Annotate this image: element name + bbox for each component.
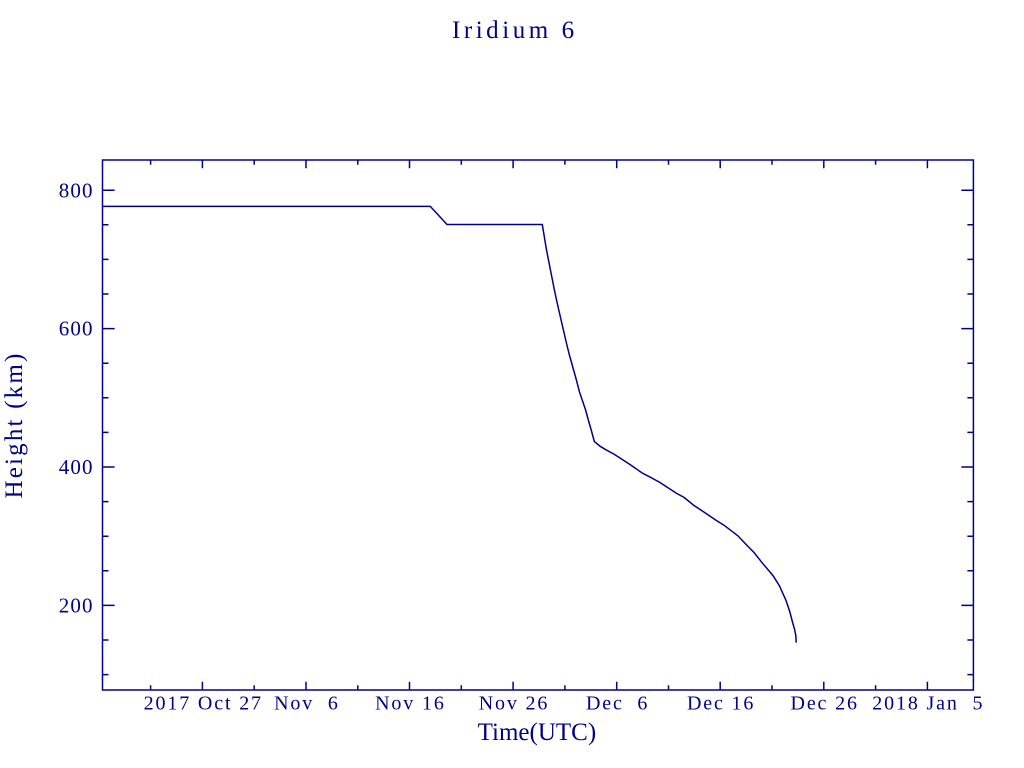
svg-text:400: 400 [59,455,94,479]
svg-text:Nov 6: Nov 6 [274,693,340,715]
svg-text:Dec 6: Dec 6 [586,693,649,715]
svg-text:2017 Oct 27: 2017 Oct 27 [144,693,263,715]
svg-text:200: 200 [59,594,94,618]
svg-text:Nov 16: Nov 16 [375,693,446,715]
svg-text:Nov 26: Nov 26 [479,693,550,715]
svg-text:Dec 16: Dec 16 [687,693,755,715]
svg-text:Iridium 6: Iridium 6 [452,17,578,44]
svg-text:Dec 26: Dec 26 [791,693,859,715]
svg-text:800: 800 [59,178,94,202]
svg-text:2018 Jan 5: 2018 Jan 5 [872,693,984,715]
svg-text:Height (km): Height (km) [1,351,28,498]
svg-text:600: 600 [59,317,94,341]
svg-text:Time(UTC): Time(UTC) [478,719,597,746]
